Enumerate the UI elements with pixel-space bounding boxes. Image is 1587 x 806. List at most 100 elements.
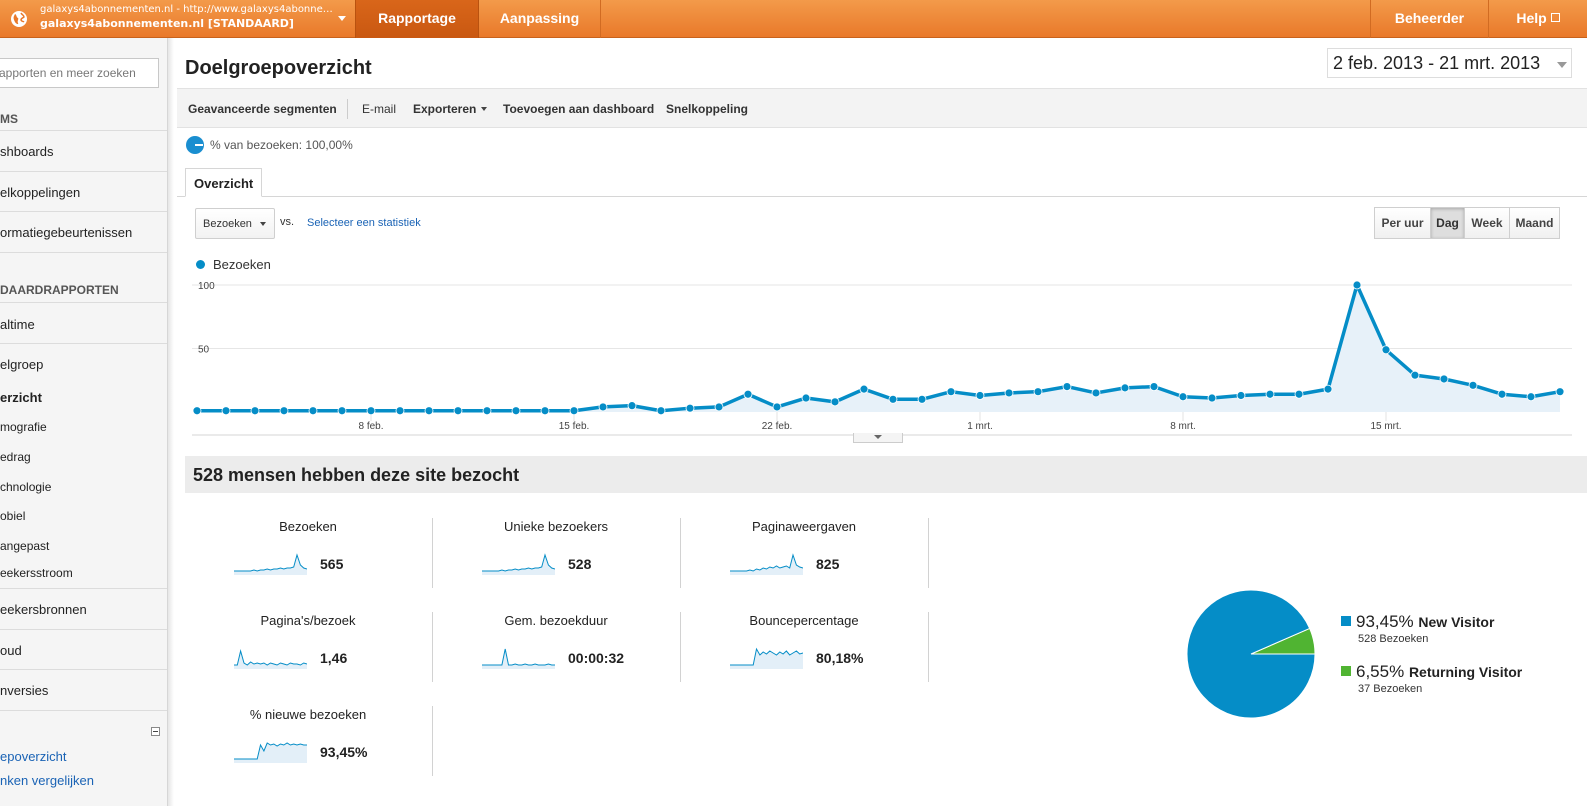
nav-tab-beheerder[interactable]: Beheerder [1370, 0, 1488, 38]
data-point [395, 406, 405, 416]
sidebar-divider [0, 588, 167, 589]
stat-bounce-rate[interactable]: Bouncepercentage 80,18% [680, 613, 928, 683]
x-tick-label: 15 feb. [559, 421, 590, 432]
segment-pie-icon [186, 136, 204, 154]
date-range-picker[interactable]: 2 feb. 2013 - 21 mrt. 2013 [1327, 48, 1572, 78]
granularity-day-button[interactable]: Dag [1430, 207, 1465, 239]
collapse-icon[interactable] [151, 727, 160, 736]
sidebar-item-demografie[interactable]: mografie [0, 420, 47, 434]
legend-name: New Visitor [1418, 614, 1495, 630]
select-statistic-link[interactable]: Selecteer een statistiek [307, 217, 421, 229]
granularity-month-button[interactable]: Maand [1509, 207, 1560, 239]
data-point [1265, 389, 1275, 399]
sparkline [482, 648, 555, 669]
data-point [1439, 374, 1449, 384]
x-tick-label: 1 mrt. [967, 421, 993, 432]
sidebar-search-input[interactable]: rapporten en meer zoeken [0, 58, 159, 88]
sidebar-item-technologie[interactable]: chnologie [0, 480, 52, 494]
sidebar-item-snelkoppelingen[interactable]: elkoppelingen [0, 185, 81, 200]
legend-percentage: 93,45% [1356, 612, 1414, 631]
data-point [1149, 382, 1159, 391]
sidebar-link-vergelijken[interactable]: nken vergelijken [0, 773, 94, 788]
sidebar-item-realtime[interactable]: altime [0, 317, 35, 332]
stat-visits[interactable]: Bezoeken 565 [184, 519, 432, 589]
shortcut-button[interactable]: Snelkoppeling [666, 102, 749, 116]
email-button[interactable]: E-mail [362, 102, 397, 116]
chart-area-fill [197, 285, 1560, 412]
sidebar-link-doelgroepoverzicht[interactable]: epoverzicht [0, 749, 67, 764]
visitor-type-pie-chart[interactable] [1185, 588, 1317, 720]
sidebar-item-verkeersbronnen[interactable]: eekersbronnen [0, 602, 87, 617]
account-url: galaxys4abonnementen.nl - http://www.gal… [40, 4, 338, 15]
sidebar-item-overzicht[interactable]: erzicht [0, 390, 42, 405]
data-point [743, 389, 753, 399]
external-link-icon [1550, 13, 1560, 22]
tab-overzicht[interactable]: Overzicht [185, 168, 262, 197]
sidebar-item-bezoekersstroom[interactable]: eekersstroom [0, 566, 73, 580]
stat-label: % nieuwe bezoeken [249, 707, 367, 722]
data-point [714, 402, 724, 412]
data-point [192, 406, 202, 416]
sidebar-divider [0, 629, 167, 630]
sparkline-area [234, 743, 307, 763]
sparkline-line [234, 742, 307, 760]
data-point [569, 406, 579, 416]
add-to-dashboard-button[interactable]: Toevoegen aan dashboard [503, 102, 655, 116]
legend-count: 528 Bezoeken [1358, 633, 1429, 645]
data-point [598, 402, 608, 412]
advanced-segments-button[interactable]: Geavanceerde segmenten [188, 102, 337, 116]
sidebar-item-doelgroep[interactable]: elgroep [0, 357, 44, 372]
tab-strip-line [177, 196, 1587, 197]
chevron-down-icon [260, 222, 266, 226]
x-tick-label: 15 mrt. [1370, 421, 1401, 432]
data-point [366, 406, 376, 416]
nav-tab-rapportage[interactable]: Rapportage [355, 0, 479, 38]
data-point [1004, 388, 1014, 398]
pie-slice-new-visitor[interactable] [1186, 589, 1316, 719]
sidebar-item-aangepast[interactable]: angepast [0, 539, 50, 553]
sparkline-area [730, 649, 803, 669]
data-point [482, 406, 492, 416]
stat-avg-visit-duration[interactable]: Gem. bezoekduur 00:00:32 [432, 613, 680, 683]
stat-unique-visitors[interactable]: Unieke bezoekers 528 [432, 519, 680, 589]
data-point [453, 406, 463, 416]
stat-pageviews[interactable]: Paginaweergaven 825 [680, 519, 928, 589]
stat-value: 93,45% [320, 744, 368, 760]
stat-new-visits[interactable]: % nieuwe bezoeken 93,45% [184, 707, 432, 777]
data-point [1410, 370, 1420, 380]
sidebar-item-gedrag[interactable]: edrag [0, 450, 31, 464]
nav-tab-aanpassing[interactable]: Aanpassing [479, 0, 601, 38]
y-tick-label: 100 [198, 281, 215, 292]
sidebar-item-inhoud[interactable]: oud [0, 643, 22, 658]
data-point [1120, 383, 1130, 393]
sidebar-item-mobiel[interactable]: obiel [0, 509, 26, 523]
sidebar-item-informatiegebeurtenissen[interactable]: ormatiegebeurtenissen [0, 225, 133, 240]
stat-label: Paginaweergaven [751, 519, 857, 534]
data-point [1294, 389, 1304, 399]
data-point [1323, 384, 1333, 394]
sidebar-divider [0, 669, 167, 670]
granularity-hour-button[interactable]: Per uur [1374, 207, 1431, 239]
metric-dropdown[interactable]: Bezoeken [195, 208, 275, 239]
export-button[interactable]: Exporteren [413, 102, 488, 116]
legend-count: 37 Bezoeken [1358, 683, 1423, 695]
nav-tab-help[interactable]: Help [1488, 0, 1587, 38]
sidebar-divider [0, 252, 167, 253]
data-point [917, 394, 927, 404]
chart-expand-handle[interactable] [853, 433, 903, 443]
sidebar-divider [0, 343, 167, 344]
help-label: Help [1516, 10, 1547, 26]
sidebar-item-dashboards[interactable]: shboards [0, 144, 54, 159]
stat-pages-per-visit[interactable]: Pagina's/bezoek 1,46 [184, 613, 432, 683]
sidebar-item-conversies[interactable]: nversies [0, 683, 49, 698]
granularity-week-button[interactable]: Week [1464, 207, 1510, 239]
account-selector[interactable]: galaxys4abonnementen.nl - http://www.gal… [0, 0, 354, 38]
data-point [1468, 380, 1478, 390]
visits-line-chart[interactable]: 50 100 8 feb. 15 feb. 22 feb. 1 mrt. 8 mrt. 15 … [177, 275, 1587, 445]
vs-label: vs. [280, 216, 295, 228]
legend-swatch [1341, 616, 1351, 626]
stat-label: Pagina's/bezoek [260, 613, 356, 628]
sparkline-area [730, 555, 803, 575]
chevron-down-icon [481, 107, 488, 111]
sparkline [234, 742, 307, 763]
